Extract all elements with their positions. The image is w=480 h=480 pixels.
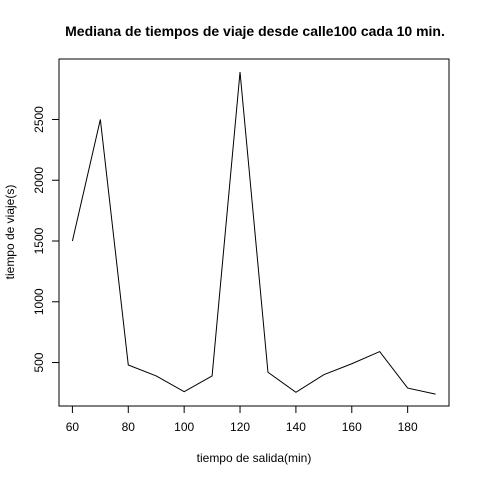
chart-title: Mediana de tiempos de viaje desde calle1… bbox=[65, 23, 445, 39]
y-tick-label: 1500 bbox=[32, 227, 46, 254]
plot-frame bbox=[59, 59, 449, 406]
x-axis-label: tiempo de salida(min) bbox=[197, 451, 312, 465]
series-line bbox=[72, 72, 435, 394]
x-tick-label: 140 bbox=[286, 420, 306, 434]
y-axis-label: tiempo de viaje(s) bbox=[3, 185, 17, 280]
x-tick-label: 160 bbox=[342, 420, 362, 434]
x-tick-label: 180 bbox=[398, 420, 418, 434]
y-tick-label: 2500 bbox=[32, 106, 46, 133]
x-tick-label: 100 bbox=[174, 420, 194, 434]
x-tick-label: 60 bbox=[66, 420, 80, 434]
y-tick-label: 1000 bbox=[32, 288, 46, 315]
y-axis: 500 1000 1500 2000 2500 bbox=[32, 106, 59, 373]
y-tick-label: 500 bbox=[32, 352, 46, 372]
x-tick-label: 80 bbox=[122, 420, 136, 434]
y-tick-label: 2000 bbox=[32, 167, 46, 194]
x-tick-label: 120 bbox=[230, 420, 250, 434]
x-axis: 60 80 100 120 140 160 180 bbox=[66, 406, 418, 434]
series-group bbox=[72, 72, 435, 394]
